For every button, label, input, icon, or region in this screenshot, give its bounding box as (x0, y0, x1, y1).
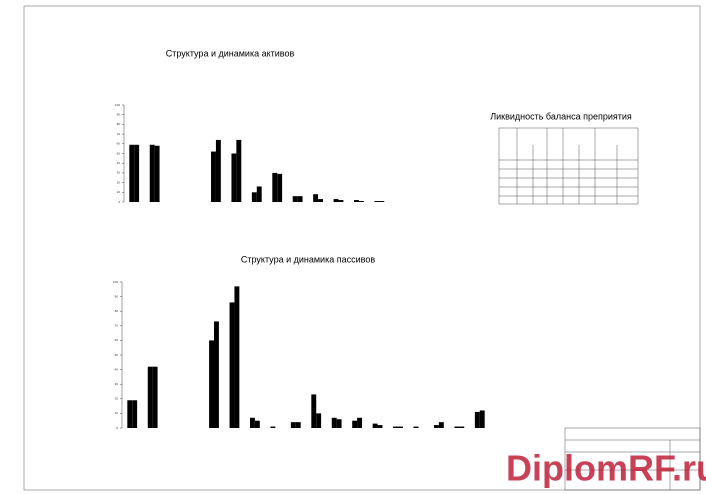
bar (234, 286, 240, 428)
y-tick-label: 10 (115, 411, 119, 415)
y-tick-label: 50 (117, 151, 121, 155)
bar (316, 413, 322, 428)
bar (372, 423, 378, 428)
y-tick-label: 40 (117, 161, 121, 165)
watermark: DiplomRF.ru (506, 448, 706, 489)
bar (398, 426, 403, 428)
bar (132, 400, 138, 428)
bar (459, 426, 465, 428)
y-tick-label: 20 (117, 180, 121, 184)
sheet-frame (23, 5, 701, 491)
y-tick-label: 100 (113, 280, 118, 284)
bar (413, 426, 419, 428)
y-tick-label: 70 (115, 324, 119, 328)
y-tick-label: 20 (115, 397, 119, 401)
title-block (564, 427, 701, 491)
liquidity-table (498, 127, 639, 205)
bar (211, 151, 216, 202)
y-tick-label: 70 (117, 132, 121, 136)
bar (229, 302, 235, 428)
bar (134, 144, 140, 202)
bar (318, 199, 323, 202)
bar (313, 194, 319, 202)
bar (152, 366, 158, 428)
y-tick-label: 30 (117, 171, 121, 175)
y-tick-label: 80 (115, 309, 119, 313)
y-tick-label: 0 (116, 426, 118, 430)
bar (272, 172, 278, 202)
y-tick-label: 40 (115, 367, 119, 371)
bar (311, 394, 317, 428)
y-tick-label: 60 (115, 338, 119, 342)
bar (129, 144, 135, 202)
y-tick-label: 60 (117, 142, 121, 146)
bar (393, 426, 398, 428)
bar (338, 200, 344, 202)
bar (433, 425, 439, 428)
table-title: Ликвидность баланса преприятия (490, 111, 632, 121)
bar (231, 153, 237, 202)
bar (336, 419, 342, 428)
bar (254, 420, 260, 428)
bar (479, 410, 485, 428)
bar (270, 426, 276, 428)
y-tick-label: 0 (118, 200, 120, 204)
bar (295, 422, 301, 428)
bar (249, 417, 255, 428)
y-tick-label: 50 (115, 353, 119, 357)
bar (292, 196, 298, 202)
y-tick-label: 10 (117, 190, 121, 194)
bar (354, 200, 359, 202)
bar (377, 425, 383, 428)
bar (474, 411, 480, 428)
bar (352, 420, 358, 428)
bar (357, 417, 363, 428)
bar (379, 201, 385, 202)
y-tick-label: 100 (115, 103, 120, 107)
bar (127, 400, 133, 428)
bar (374, 201, 380, 202)
y-tick-label: 90 (115, 294, 119, 298)
bar (251, 192, 257, 202)
bar (209, 340, 214, 428)
bar (215, 139, 221, 202)
bar (147, 366, 153, 428)
bar (331, 417, 337, 428)
y-tick-label: 90 (117, 112, 121, 116)
bar (277, 173, 283, 202)
bar (297, 196, 303, 202)
bar (333, 199, 339, 202)
bar (214, 321, 219, 428)
bar (149, 144, 155, 202)
y-tick-label: 80 (117, 122, 121, 126)
bar (236, 139, 242, 202)
bar (438, 422, 444, 428)
chart-title: Структура и динамика пассивов (241, 254, 375, 264)
title-block-frame (564, 427, 701, 491)
bar (454, 426, 460, 428)
table-frame (498, 127, 639, 205)
bar (290, 422, 296, 428)
y-tick-label: 30 (115, 382, 119, 386)
bar (256, 186, 262, 202)
bar (358, 201, 364, 202)
chart-title: Структура и динамика активов (166, 48, 295, 58)
bar (154, 145, 160, 202)
